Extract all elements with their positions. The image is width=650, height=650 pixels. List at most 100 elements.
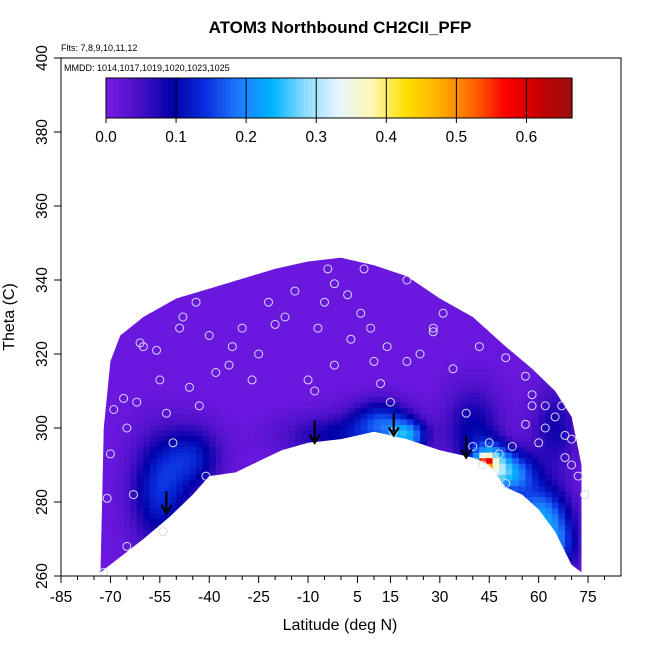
field-cell bbox=[360, 402, 368, 409]
field-cell bbox=[242, 263, 250, 270]
field-cell bbox=[117, 485, 125, 492]
field-cell bbox=[100, 468, 105, 475]
field-cell bbox=[314, 374, 322, 381]
field-cell bbox=[156, 285, 164, 292]
field-cell bbox=[446, 535, 454, 542]
field-cell bbox=[439, 568, 448, 573]
field-cell bbox=[585, 247, 592, 253]
colorbar-cell bbox=[335, 78, 340, 118]
field-cell bbox=[413, 296, 421, 303]
field-cell bbox=[439, 474, 448, 481]
field-cell bbox=[558, 402, 566, 409]
field-cell bbox=[373, 335, 382, 342]
field-cell bbox=[149, 291, 158, 298]
field-cell bbox=[327, 257, 336, 259]
field-cell bbox=[426, 568, 434, 573]
field-cell bbox=[400, 446, 408, 453]
field-cell bbox=[308, 324, 316, 331]
field-cell bbox=[565, 463, 573, 470]
field-cell bbox=[505, 285, 513, 292]
field-cell bbox=[169, 535, 177, 542]
field-cell bbox=[176, 452, 184, 459]
field-cell bbox=[439, 479, 448, 486]
field-cell bbox=[459, 257, 467, 264]
field-cell bbox=[479, 418, 487, 425]
field-cell bbox=[275, 280, 283, 287]
field-cell bbox=[209, 391, 217, 398]
field-cell bbox=[235, 257, 243, 264]
field-cell bbox=[308, 346, 316, 353]
field-cell bbox=[117, 502, 125, 509]
field-cell bbox=[169, 496, 177, 503]
field-cell bbox=[585, 385, 592, 391]
field-cell bbox=[479, 540, 487, 547]
field-cell bbox=[393, 346, 401, 353]
field-cell bbox=[189, 518, 197, 525]
field-cell bbox=[136, 302, 144, 309]
field-cell bbox=[578, 247, 585, 253]
field-cell bbox=[149, 446, 158, 453]
field-cell bbox=[281, 385, 289, 392]
field-cell bbox=[314, 563, 322, 570]
field-cell bbox=[275, 385, 283, 392]
field-cell bbox=[380, 391, 388, 398]
field-cell bbox=[578, 485, 582, 492]
field-cell bbox=[136, 291, 144, 298]
field-cell bbox=[433, 424, 441, 431]
field-cell bbox=[169, 263, 177, 270]
field-cell bbox=[149, 551, 158, 559]
field-cell bbox=[485, 429, 494, 436]
field-cell bbox=[565, 379, 573, 387]
field-cell bbox=[367, 557, 375, 564]
field-cell bbox=[525, 257, 533, 259]
field-cell bbox=[400, 474, 408, 481]
field-cell bbox=[426, 502, 434, 509]
colorbar-cell bbox=[362, 78, 367, 118]
field-cell bbox=[110, 574, 117, 580]
field-cell bbox=[242, 463, 250, 470]
field-cell bbox=[367, 268, 375, 276]
field-cell bbox=[413, 280, 421, 287]
field-cell bbox=[406, 257, 415, 264]
field-cell bbox=[156, 407, 164, 414]
field-cell bbox=[459, 563, 467, 570]
field-cell bbox=[538, 263, 546, 270]
field-cell bbox=[268, 268, 276, 276]
field-cell bbox=[485, 385, 494, 392]
field-cell bbox=[110, 313, 118, 320]
field-cell bbox=[525, 424, 533, 431]
field-cell bbox=[413, 357, 421, 364]
colorbar-cell bbox=[564, 78, 569, 118]
field-cell bbox=[275, 335, 283, 342]
field-cell bbox=[308, 551, 316, 559]
field-cell bbox=[406, 540, 415, 547]
field-cell bbox=[163, 424, 171, 431]
field-cell bbox=[400, 513, 408, 520]
field-cell bbox=[255, 280, 263, 287]
field-cell bbox=[255, 429, 263, 436]
field-cell bbox=[176, 247, 183, 253]
field-cell bbox=[347, 391, 355, 398]
field-cell bbox=[169, 280, 177, 287]
field-cell bbox=[505, 474, 513, 481]
field-cell bbox=[143, 479, 151, 486]
field-cell bbox=[308, 247, 315, 253]
field-cell bbox=[229, 452, 237, 459]
field-cell bbox=[512, 418, 520, 425]
field-cell bbox=[229, 513, 237, 520]
field-cell bbox=[453, 368, 461, 375]
field-cell bbox=[453, 352, 461, 359]
field-cell bbox=[433, 368, 441, 375]
field-cell bbox=[426, 457, 434, 464]
field-cell bbox=[446, 274, 454, 281]
field-cell bbox=[532, 363, 540, 370]
field-cell bbox=[585, 258, 592, 264]
field-cell bbox=[380, 296, 388, 303]
field-cell bbox=[103, 546, 112, 553]
field-cell bbox=[327, 374, 336, 381]
field-cell bbox=[532, 474, 540, 481]
field-cell bbox=[268, 540, 276, 547]
field-cell bbox=[117, 263, 125, 270]
field-cell bbox=[585, 330, 592, 336]
field-cell bbox=[341, 563, 349, 570]
